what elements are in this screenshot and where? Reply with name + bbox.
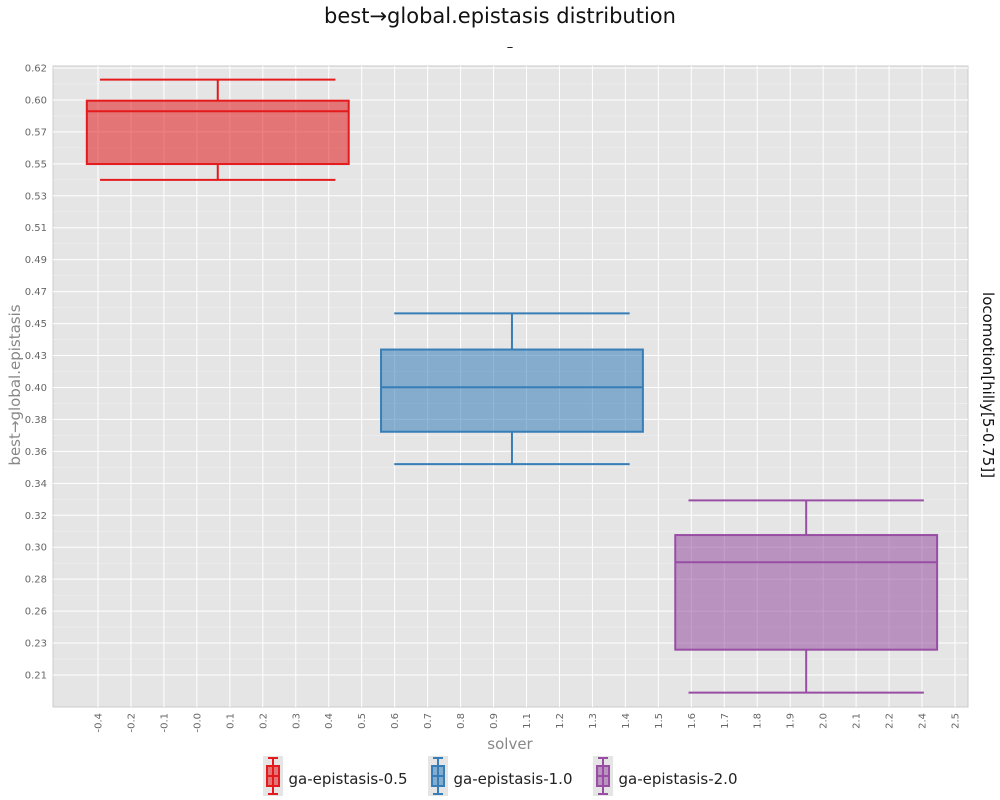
box-iqr [85, 99, 350, 166]
legend-boxplot-icon [262, 756, 283, 796]
x-tick-label: 1.7 [720, 713, 731, 729]
y-tick-label: 0.47 [25, 287, 47, 298]
chart-title: best→global.epistasis distribution [324, 4, 676, 28]
chart-subtitle: – [506, 40, 514, 55]
y-tick-label: 0.62 [25, 64, 47, 75]
y-tick-label: 0.23 [25, 639, 47, 650]
legend: ga-epistasis-0.5 ga-epistasis-1.0 ga-epist… [0, 756, 1000, 796]
x-tick-label: -0.2 [126, 713, 137, 733]
legend-item: ga-epistasis-1.0 [427, 756, 573, 796]
boxplot-ga-epistasis-1.0 [380, 312, 644, 466]
x-tick-label: 0.2 [258, 713, 269, 729]
y-tick-label: 0.60 [25, 95, 47, 106]
legend-label: ga-epistasis-2.0 [618, 770, 738, 788]
x-tick-label: 1.3 [588, 713, 599, 729]
y-tick-label: 0.53 [25, 191, 47, 202]
x-tick-label: -0.4 [94, 713, 105, 733]
y-tick-label: 0.21 [25, 671, 47, 682]
y-tick-label: 0.36 [25, 447, 47, 458]
y-tick-label: 0.26 [25, 607, 47, 618]
x-tick-label: 1.5 [654, 713, 665, 729]
x-tick-label: 0.5 [357, 713, 368, 729]
x-tick-label: 2.4 [918, 713, 929, 729]
y-tick-label: 0.43 [25, 351, 47, 362]
x-tick-label: -0.1 [159, 713, 170, 733]
legend-item: ga-epistasis-2.0 [592, 756, 738, 796]
y-tick-label: 0.49 [25, 255, 47, 266]
legend-label: ga-epistasis-1.0 [453, 770, 573, 788]
x-tick-label: 2.2 [885, 713, 896, 729]
y-tick-label: 0.32 [25, 511, 47, 522]
x-tick-label: 0.1 [225, 713, 236, 729]
y-tick-label: 0.30 [25, 543, 47, 554]
legend-item: ga-epistasis-0.5 [262, 756, 408, 796]
x-tick-label: 1.1 [522, 713, 533, 729]
y-tick-label: 0.57 [25, 127, 47, 138]
x-tick-label: -0.0 [192, 713, 203, 733]
x-tick-label: 0.8 [456, 713, 467, 729]
x-tick-label: 1.4 [621, 713, 632, 729]
x-tick-label: 1.8 [753, 713, 764, 729]
x-tick-label: 0.7 [423, 713, 434, 729]
legend-boxplot-icon [592, 756, 613, 796]
y-tick-label: 0.38 [25, 415, 47, 426]
x-tick-label: 1.2 [555, 713, 566, 729]
x-tick-label: 2.0 [819, 713, 830, 729]
legend-boxplot-icon [427, 756, 448, 796]
y-tick-label: 0.34 [25, 479, 47, 490]
x-axis-label: solver [487, 735, 533, 753]
legend-label: ga-epistasis-0.5 [288, 770, 408, 788]
x-tick-label: 2.1 [852, 713, 863, 729]
x-tick-label: 2.5 [951, 713, 962, 729]
x-tick-label: 1.9 [786, 713, 797, 729]
y-tick-label: 0.28 [25, 575, 47, 586]
box-iqr [380, 348, 644, 433]
x-tick-label: 0.9 [489, 713, 500, 729]
boxplot-ga-epistasis-2.0 [674, 499, 939, 694]
y-tick-label: 0.55 [25, 159, 47, 170]
y-tick-label: 0.45 [25, 319, 47, 330]
x-tick-label: 0.3 [291, 713, 302, 729]
x-tick-label: 0.4 [324, 713, 335, 729]
x-tick-label: 1.6 [687, 713, 698, 729]
boxplot-ga-epistasis-0.5 [85, 78, 350, 181]
y-tick-label: 0.40 [25, 383, 47, 394]
box-iqr [674, 534, 939, 651]
y-tick-label: 0.51 [25, 223, 47, 234]
x-tick-label: 0.6 [390, 713, 401, 729]
